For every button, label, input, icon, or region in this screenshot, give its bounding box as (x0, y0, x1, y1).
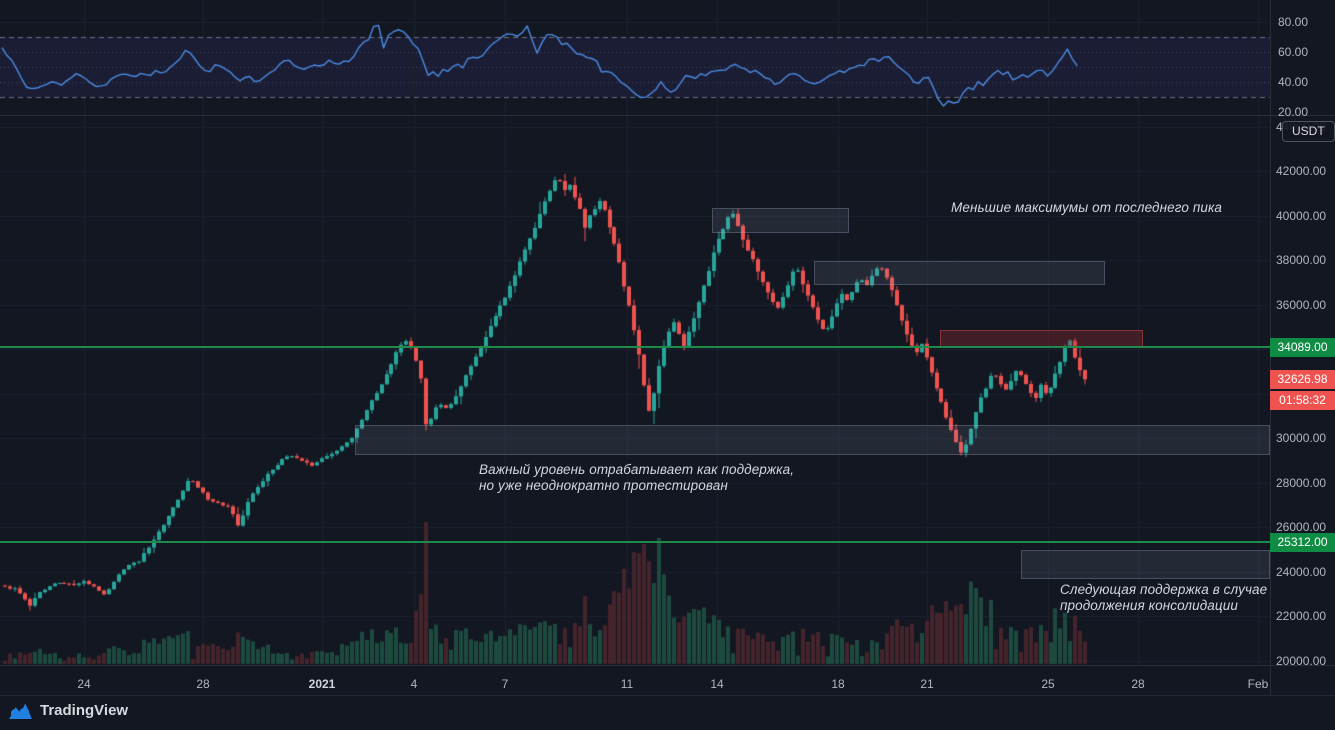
footer-separator (0, 695, 1335, 696)
tradingview-logo-text: TradingView (40, 702, 129, 719)
price-axis-label: 20000.00 (1276, 653, 1327, 668)
time-axis-label-Feb: Feb (1247, 677, 1269, 691)
resistance-line-34089[interactable] (0, 346, 1270, 348)
time-axis-label-24: 24 (77, 677, 91, 691)
rsi-axis-label: 60.00 (1278, 45, 1309, 59)
bar-countdown-label: 01:58:32 (1270, 391, 1335, 410)
price-axis-label: 24000.00 (1276, 564, 1327, 579)
support-zone-next[interactable] (1021, 550, 1270, 579)
rsi-axis-label: 20.00 (1278, 105, 1309, 119)
resistance-price-label[interactable]: 34089.00 (1270, 337, 1335, 357)
rsi-axis-label: 40.00 (1278, 75, 1309, 89)
last-price-label: 32626.98 (1270, 370, 1335, 389)
lower-high-zone-1[interactable] (712, 207, 849, 234)
tradingview-logo[interactable]: TradingView (8, 701, 128, 720)
price-axis-label: 30000.00 (1276, 431, 1327, 445)
time-axis-separator (0, 665, 1335, 666)
support-line-25312[interactable] (0, 541, 1270, 544)
time-axis-label-25: 25 (1041, 677, 1055, 691)
resistance-zone[interactable] (940, 329, 1143, 348)
time-axis-label-18: 18 (831, 677, 845, 691)
annotation-next-support[interactable]: Следующая поддержка в случае продолжения… (1060, 582, 1268, 613)
currency-usdt-button[interactable]: USDT (1282, 121, 1335, 142)
rsi-pane-separator[interactable] (0, 115, 1335, 116)
time-axis-label-28: 28 (1131, 677, 1145, 691)
tradingview-logo-icon (9, 703, 32, 720)
annotation-lower-highs[interactable]: Меньшие максимумы от последнего пика (951, 200, 1223, 215)
support-price-label[interactable]: 25312.00 (1270, 532, 1335, 552)
time-axis-label-14: 14 (710, 677, 724, 691)
rsi-axis-label: 80.00 (1278, 15, 1309, 29)
price-axis-label: 28000.00 (1276, 475, 1327, 490)
price-axis-label: 40000.00 (1276, 208, 1327, 223)
price-axis-label: 26000.00 (1276, 520, 1327, 534)
annotation-key-level[interactable]: Важный уровень отрабатывает как поддержк… (479, 462, 795, 493)
time-axis-label-21: 21 (920, 677, 934, 691)
time-axis-label-2021: 2021 (308, 677, 336, 691)
price-axis-label: 42000.00 (1276, 164, 1327, 178)
time-axis-label-4: 4 (410, 677, 418, 691)
price-axis-label: 22000.00 (1276, 609, 1327, 623)
time-axis-label-11: 11 (620, 677, 634, 691)
price-axis-label: 36000.00 (1276, 297, 1327, 312)
time-axis-label-7: 7 (501, 677, 509, 691)
support-zone-main[interactable] (355, 425, 1270, 455)
price-axis-label: 38000.00 (1276, 253, 1327, 267)
lower-high-zone-2[interactable] (814, 260, 1105, 285)
time-axis-label-28: 28 (196, 677, 210, 691)
